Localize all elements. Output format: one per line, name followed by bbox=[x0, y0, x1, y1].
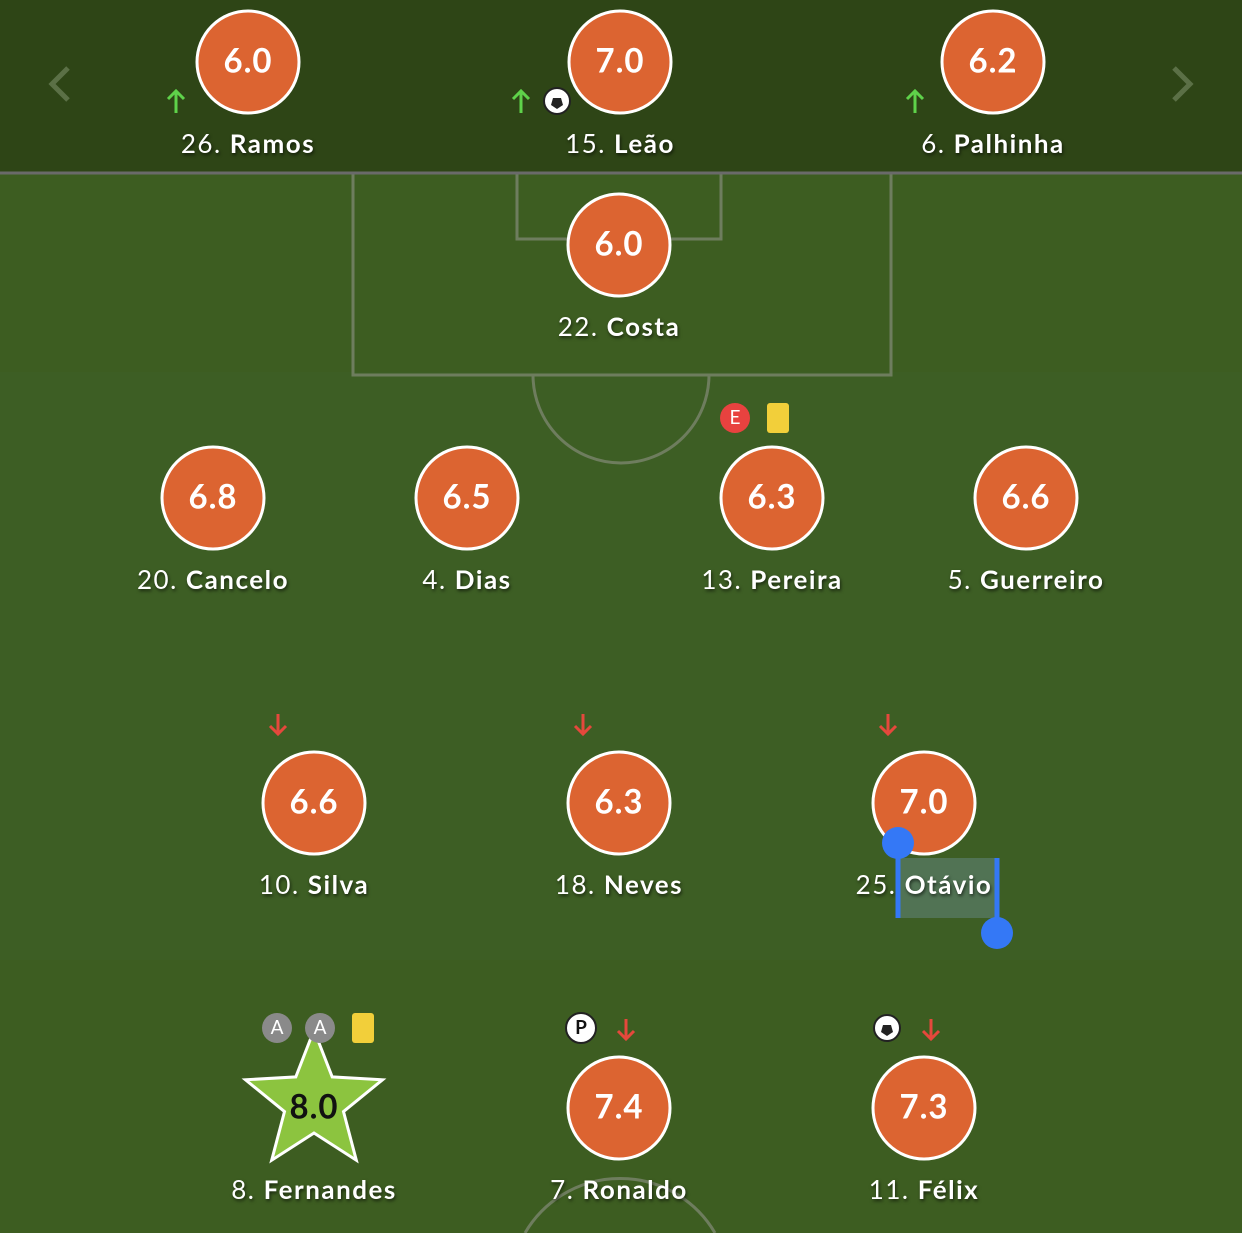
player-name: 6. Palhinha bbox=[921, 127, 1065, 159]
rating-circle bbox=[567, 9, 673, 115]
sub-out-arrow bbox=[921, 1019, 941, 1042]
shirt-number: 13. bbox=[701, 563, 742, 595]
player-name: 25. Otávio bbox=[856, 868, 993, 900]
goal-icon-pattern bbox=[881, 1025, 893, 1036]
surname: Guerreiro bbox=[980, 563, 1104, 595]
surname: Ronaldo bbox=[583, 1173, 688, 1205]
shirt-number: 10. bbox=[259, 868, 300, 900]
rating-circle bbox=[566, 750, 672, 856]
sub-out-arrow bbox=[878, 714, 898, 737]
sub-in-arrow bbox=[511, 88, 531, 113]
event-badge bbox=[565, 1012, 597, 1044]
event-badge-letter: E bbox=[730, 406, 741, 429]
event-badge-letter: P bbox=[575, 1016, 587, 1039]
player-name: 11. Félix bbox=[869, 1173, 980, 1205]
rating: 6.3 bbox=[747, 476, 796, 516]
surname: Dias bbox=[455, 563, 512, 595]
prev-arrow[interactable] bbox=[48, 66, 70, 102]
surname: Otávio bbox=[905, 868, 993, 900]
sub-out-arrow bbox=[573, 714, 593, 737]
shirt-number: 5. bbox=[948, 563, 972, 595]
selection-handle-knob bbox=[981, 917, 1013, 949]
shirt-number: 6. bbox=[921, 127, 945, 159]
shirt-number: 4. bbox=[422, 563, 446, 595]
player-name: 7. Ronaldo bbox=[550, 1173, 688, 1205]
event-badge bbox=[262, 1013, 292, 1043]
rating: 7.0 bbox=[595, 40, 644, 80]
surname: Costa bbox=[607, 310, 681, 342]
surname: Neves bbox=[604, 868, 683, 900]
shirt-number: 11. bbox=[869, 1173, 910, 1205]
rating-circle bbox=[719, 445, 825, 551]
shirt-number: 20. bbox=[137, 563, 178, 595]
rating-circle bbox=[261, 750, 367, 856]
rating: 6.6 bbox=[1001, 476, 1050, 516]
sub-in-arrow bbox=[166, 88, 186, 113]
surname: Palhinha bbox=[954, 127, 1065, 159]
surname: Pereira bbox=[750, 563, 842, 595]
rating-circle bbox=[566, 192, 672, 298]
shirt-number: 18. bbox=[555, 868, 596, 900]
surname: Cancelo bbox=[186, 563, 289, 595]
top-rating-star bbox=[241, 1025, 387, 1164]
rating: 6.8 bbox=[188, 476, 237, 516]
rating: 6.3 bbox=[594, 781, 643, 821]
rating: 6.5 bbox=[442, 476, 491, 516]
event-badge-letter: A bbox=[314, 1016, 327, 1039]
rating: 8.0 bbox=[289, 1086, 338, 1126]
shirt-number: 7. bbox=[550, 1173, 574, 1205]
player-name: 15. Leão bbox=[565, 127, 675, 159]
player-name: 26. Ramos bbox=[181, 127, 315, 159]
rating: 6.0 bbox=[223, 40, 272, 80]
rating-circle bbox=[414, 445, 520, 551]
player-name: 8. Fernandes bbox=[231, 1173, 397, 1205]
rating: 6.6 bbox=[289, 781, 338, 821]
shirt-number: 25. bbox=[856, 868, 897, 900]
player-name: 5. Guerreiro bbox=[948, 563, 1105, 595]
player-name: 22. Costa bbox=[558, 310, 681, 342]
rating-circle bbox=[566, 1055, 672, 1161]
player-name: 18. Neves bbox=[555, 868, 683, 900]
player-name: 20. Cancelo bbox=[137, 563, 289, 595]
surname: Ramos bbox=[230, 127, 315, 159]
yellow-card bbox=[767, 403, 789, 433]
rating-circle bbox=[871, 1055, 977, 1161]
rating: 7.4 bbox=[594, 1086, 643, 1126]
yellow-card bbox=[352, 1013, 374, 1043]
shirt-number: 26. bbox=[181, 127, 222, 159]
event-badge bbox=[305, 1013, 335, 1043]
rating: 6.0 bbox=[594, 223, 643, 263]
player-name: 13. Pereira bbox=[701, 563, 842, 595]
event-badge-letter: A bbox=[271, 1016, 284, 1039]
text-selection bbox=[898, 858, 998, 918]
rating-circle bbox=[160, 445, 266, 551]
rating-circle bbox=[940, 9, 1046, 115]
rating: 7.0 bbox=[899, 781, 948, 821]
selection-handle-knob bbox=[882, 827, 914, 859]
rating: 7.3 bbox=[899, 1086, 948, 1126]
sub-out-arrow bbox=[616, 1019, 636, 1042]
player-name: 4. Dias bbox=[422, 563, 511, 595]
surname: Fernandes bbox=[264, 1173, 397, 1205]
event-badge bbox=[720, 403, 750, 433]
rating: 6.2 bbox=[968, 40, 1017, 80]
sub-in-arrow bbox=[905, 88, 925, 113]
shirt-number: 8. bbox=[231, 1173, 255, 1205]
next-arrow[interactable] bbox=[1172, 66, 1194, 102]
rating-circle bbox=[973, 445, 1079, 551]
shirt-number: 22. bbox=[558, 310, 599, 342]
surname: Silva bbox=[308, 868, 369, 900]
shirt-number: 15. bbox=[565, 127, 606, 159]
player-name: 10. Silva bbox=[259, 868, 369, 900]
sub-out-arrow bbox=[268, 714, 288, 737]
rating-circle bbox=[195, 9, 301, 115]
surname: Leão bbox=[614, 127, 675, 159]
goal-icon-pattern bbox=[551, 98, 563, 109]
surname: Félix bbox=[918, 1173, 980, 1205]
